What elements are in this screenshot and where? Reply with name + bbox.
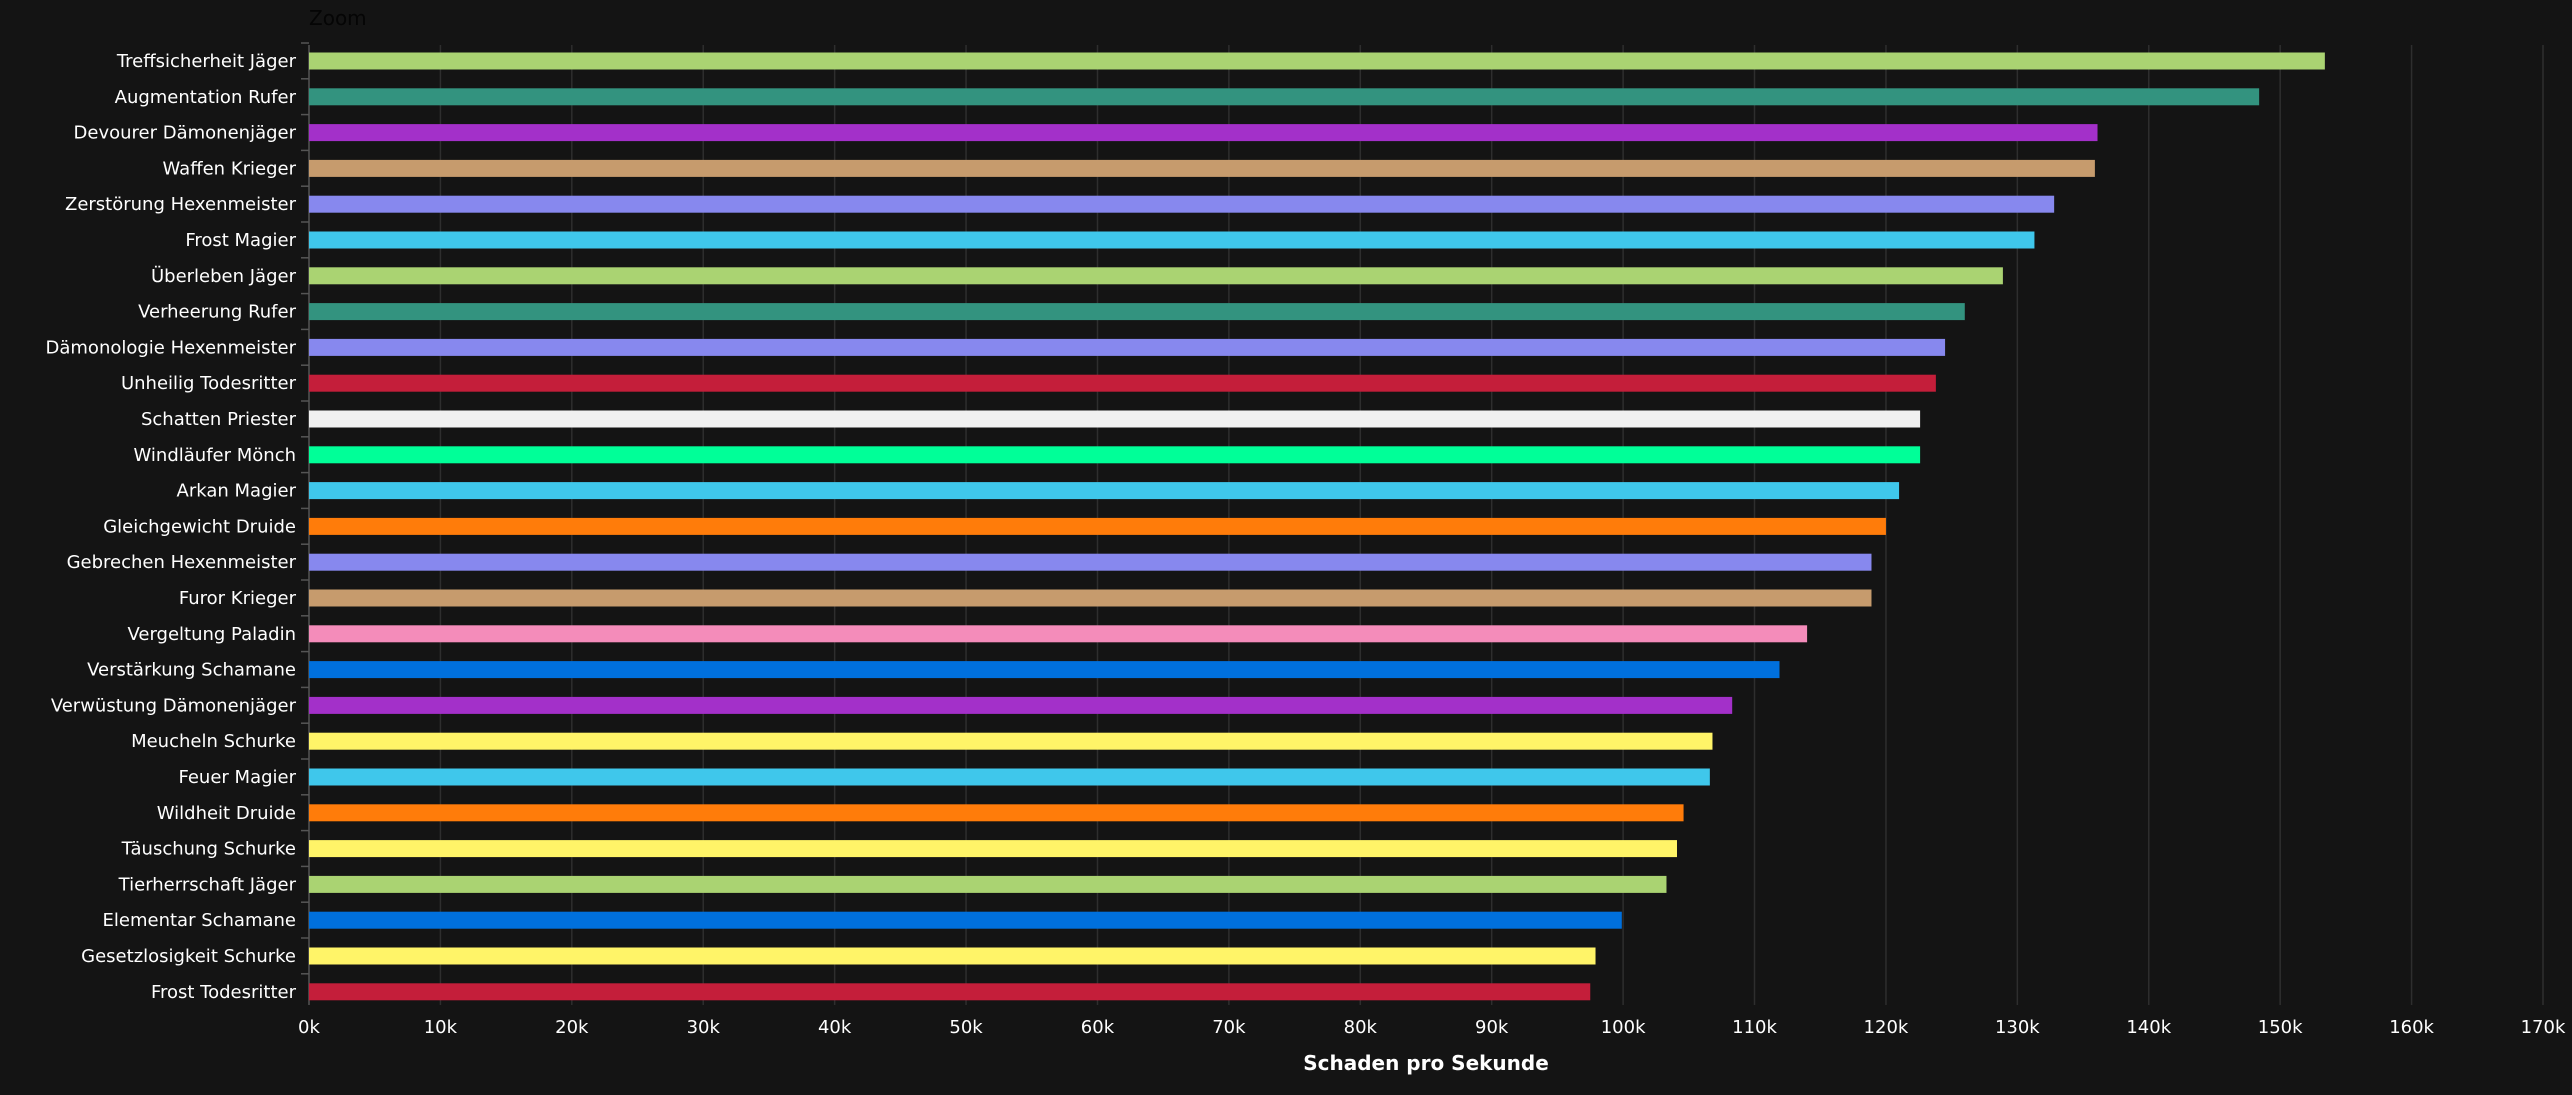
category-label: Gebrechen Hexenmeister [67, 552, 297, 573]
category-label: Tierherrschaft Jäger [118, 874, 297, 895]
x-axis-title: Schaden pro Sekunde [1303, 1051, 1549, 1075]
bars [309, 52, 2325, 1001]
x-tick-label: 110k [1732, 1017, 1777, 1038]
bar[interactable] [309, 410, 1921, 428]
bar[interactable] [309, 625, 1808, 643]
category-label: Zerstörung Hexenmeister [65, 194, 297, 215]
category-label: Schatten Priester [141, 409, 297, 430]
category-label: Verwüstung Dämonenjäger [51, 695, 297, 716]
bar[interactable] [309, 696, 1733, 714]
category-label: Furor Krieger [179, 588, 297, 609]
x-tick-label: 170k [2521, 1017, 2566, 1038]
x-tick-label: 60k [1081, 1017, 1115, 1038]
bar[interactable] [309, 338, 1946, 356]
x-tick-label: 120k [1864, 1017, 1909, 1038]
bar[interactable] [309, 553, 1872, 571]
category-label: Waffen Krieger [163, 158, 297, 179]
category-label: Gleichgewicht Druide [103, 516, 296, 537]
bar[interactable] [309, 947, 1596, 965]
category-label: Treffsicherheit Jäger [116, 51, 297, 72]
x-tick-label: 80k [1344, 1017, 1378, 1038]
x-tick-label: 40k [818, 1017, 852, 1038]
category-label: Wildheit Druide [157, 803, 296, 824]
bar[interactable] [309, 732, 1713, 750]
x-tick-label: 70k [1212, 1017, 1246, 1038]
bar[interactable] [309, 661, 1780, 679]
bar[interactable] [309, 875, 1667, 893]
x-tick-label: 140k [2126, 1017, 2171, 1038]
x-tick-labels: 0k 10k 20k 30k 40k 50k 60k 70k 80k 90k 100k 110k 120… [298, 1017, 2566, 1038]
category-label: Verstärkung Schamane [87, 660, 296, 681]
category-label: Frost Todesritter [151, 982, 297, 1003]
x-tick-label: 130k [1995, 1017, 2040, 1038]
category-label: Unheilig Todesritter [121, 373, 297, 394]
bar[interactable] [309, 303, 1965, 321]
x-tick-label: 30k [687, 1017, 721, 1038]
category-label: Elementar Schamane [103, 910, 296, 931]
category-label: Überleben Jäger [151, 265, 297, 287]
category-label: Meucheln Schurke [131, 731, 296, 752]
category-label: Frost Magier [185, 230, 296, 251]
x-tick-label: 50k [949, 1017, 983, 1038]
bar[interactable] [309, 446, 1921, 464]
category-labels: Treffsicherheit Jäger Augmentation Rufer D… [46, 51, 297, 1003]
bar[interactable] [309, 911, 1622, 929]
bar[interactable] [309, 88, 2260, 106]
x-tick-label: 0k [298, 1017, 320, 1038]
bar[interactable] [309, 124, 2098, 142]
bar[interactable] [309, 195, 2055, 213]
x-tick-label: 90k [1475, 1017, 1509, 1038]
category-label: Vergeltung Paladin [127, 624, 296, 645]
bar[interactable] [309, 159, 2095, 177]
category-label: Devourer Dämonenjäger [74, 123, 297, 144]
bar[interactable] [309, 374, 1936, 392]
bar[interactable] [309, 517, 1886, 535]
bar[interactable] [309, 840, 1677, 858]
bar[interactable] [309, 983, 1591, 1001]
category-label: Verheerung Rufer [138, 302, 297, 323]
bar[interactable] [309, 589, 1872, 607]
x-tick-label: 150k [2258, 1017, 2303, 1038]
x-tick-label: 160k [2389, 1017, 2434, 1038]
bar[interactable] [309, 231, 2035, 249]
bar[interactable] [309, 267, 2003, 285]
category-label: Windläufer Mönch [134, 445, 296, 466]
chart-title: Zoom [309, 6, 367, 30]
category-label: Täuschung Schurke [121, 839, 296, 860]
x-tick-label: 20k [555, 1017, 589, 1038]
bar[interactable] [309, 52, 2325, 70]
bar[interactable] [309, 768, 1710, 786]
category-label: Dämonologie Hexenmeister [46, 337, 297, 358]
category-label: Gesetzlosigkeit Schurke [81, 946, 296, 967]
category-label: Arkan Magier [177, 481, 297, 502]
category-label: Feuer Magier [178, 767, 296, 788]
bar[interactable] [309, 482, 1900, 500]
x-tick-label: 10k [424, 1017, 458, 1038]
category-label: Augmentation Rufer [115, 87, 297, 108]
x-tick-label: 100k [1601, 1017, 1646, 1038]
bar[interactable] [309, 804, 1684, 822]
